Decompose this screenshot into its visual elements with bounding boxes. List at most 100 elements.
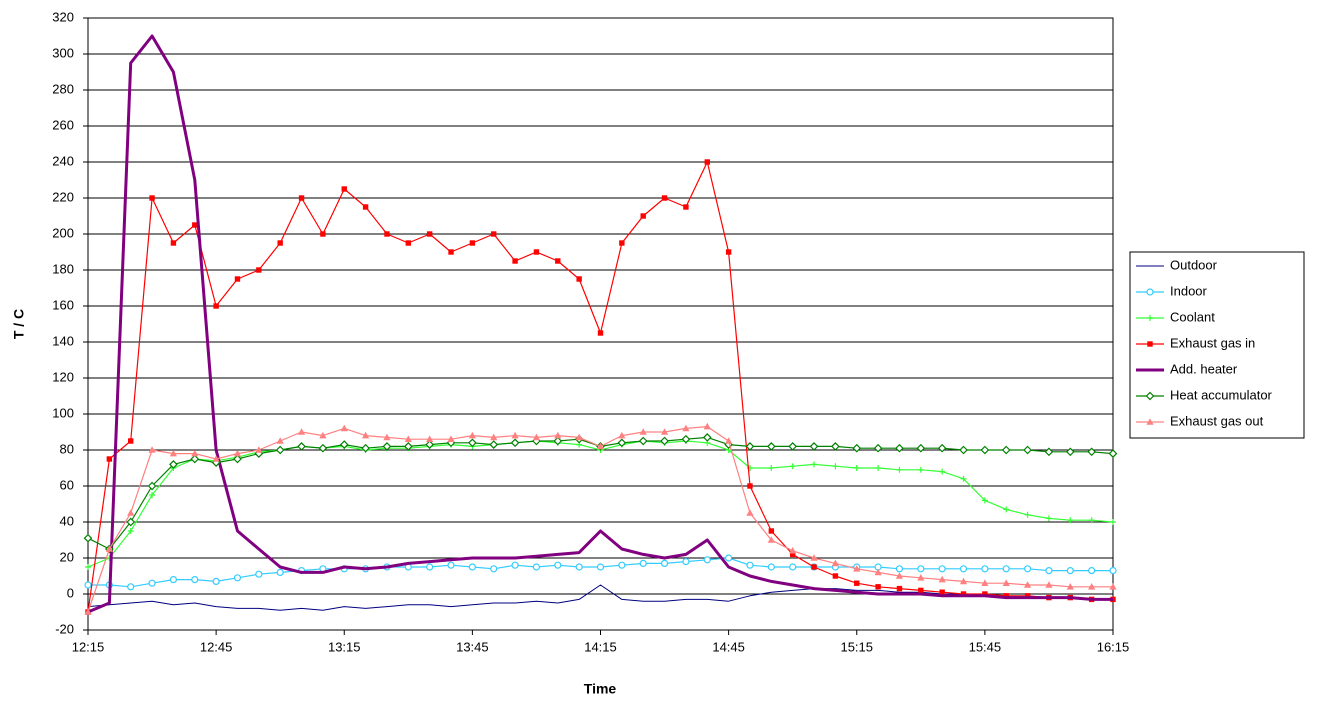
legend-label: Coolant	[1170, 309, 1215, 324]
marker	[831, 559, 839, 567]
marker	[341, 186, 347, 192]
marker	[853, 465, 860, 471]
marker	[937, 443, 947, 453]
marker	[1065, 447, 1075, 457]
marker	[960, 475, 967, 482]
marker	[511, 431, 519, 439]
marker	[127, 583, 135, 591]
y-tick-label: 160	[52, 297, 74, 312]
x-tick-label: 15:45	[969, 639, 1002, 654]
marker	[383, 433, 391, 441]
marker	[1045, 515, 1052, 522]
marker	[233, 454, 242, 464]
marker	[298, 195, 305, 201]
marker	[1088, 566, 1096, 575]
marker	[255, 446, 263, 453]
marker	[148, 579, 156, 587]
series-line	[87, 161, 1113, 613]
marker	[639, 559, 647, 568]
marker	[1110, 519, 1116, 525]
legend-label: Exhaust gas out	[1170, 413, 1264, 428]
marker	[789, 463, 796, 470]
marker	[1145, 391, 1155, 401]
x-tick-label: 16:15	[1097, 639, 1130, 654]
y-tick-label: 240	[52, 153, 74, 168]
marker	[1067, 517, 1074, 524]
marker	[853, 565, 861, 572]
marker	[256, 267, 262, 273]
y-tick-label: -20	[55, 621, 74, 636]
legend-frame	[1129, 251, 1305, 439]
marker	[1146, 418, 1154, 425]
marker	[895, 565, 904, 573]
marker	[789, 563, 797, 571]
marker	[980, 445, 990, 455]
y-tick-label: 300	[52, 45, 74, 60]
marker	[831, 442, 840, 451]
marker	[213, 303, 219, 309]
marker	[682, 424, 690, 432]
marker	[981, 565, 989, 573]
marker	[491, 231, 497, 237]
y-tick-label: 260	[52, 117, 74, 132]
marker	[789, 551, 796, 558]
marker	[255, 570, 263, 578]
marker	[233, 574, 242, 582]
legend-label: Indoor	[1170, 283, 1208, 298]
marker	[469, 240, 476, 246]
marker	[190, 454, 200, 464]
marker	[1087, 447, 1096, 457]
marker	[106, 456, 113, 462]
marker	[447, 435, 455, 442]
marker	[1088, 517, 1095, 524]
marker	[361, 443, 370, 453]
marker	[766, 442, 776, 451]
marker	[981, 497, 988, 504]
marker	[512, 258, 518, 264]
marker	[682, 557, 690, 566]
marker	[426, 231, 433, 237]
x-tick-label: 12:15	[72, 639, 105, 654]
marker	[1023, 445, 1032, 455]
marker	[149, 195, 155, 201]
marker	[169, 460, 178, 469]
marker	[169, 575, 178, 584]
marker	[959, 445, 968, 455]
marker	[1108, 449, 1118, 458]
marker	[1147, 341, 1153, 347]
marker	[85, 564, 91, 570]
y-tick-label: 280	[52, 81, 74, 96]
x-tick-label: 12:45	[200, 639, 233, 654]
marker	[959, 565, 968, 573]
marker	[554, 561, 562, 569]
marker	[234, 276, 241, 282]
marker	[746, 509, 754, 516]
marker	[382, 442, 392, 451]
marker	[490, 565, 498, 573]
marker	[895, 572, 904, 579]
marker	[1023, 581, 1032, 588]
marker	[638, 436, 648, 446]
marker	[681, 434, 691, 444]
marker	[745, 442, 755, 451]
series-line	[87, 440, 1114, 568]
marker	[277, 240, 283, 246]
x-tick-label: 14:15	[584, 639, 617, 654]
marker	[939, 468, 946, 475]
marker	[340, 424, 348, 432]
marker	[789, 547, 797, 554]
marker	[981, 579, 989, 586]
marker	[596, 442, 605, 450]
marker	[597, 330, 604, 336]
marker	[169, 449, 178, 457]
marker	[1001, 445, 1011, 455]
marker	[1146, 288, 1154, 296]
marker	[661, 195, 668, 201]
marker	[1109, 583, 1117, 590]
marker	[533, 249, 540, 255]
marker	[1002, 579, 1010, 586]
marker	[725, 437, 733, 444]
legend-label: Outdoor	[1170, 257, 1218, 272]
marker	[810, 554, 818, 561]
y-tick-label: 220	[52, 189, 74, 204]
